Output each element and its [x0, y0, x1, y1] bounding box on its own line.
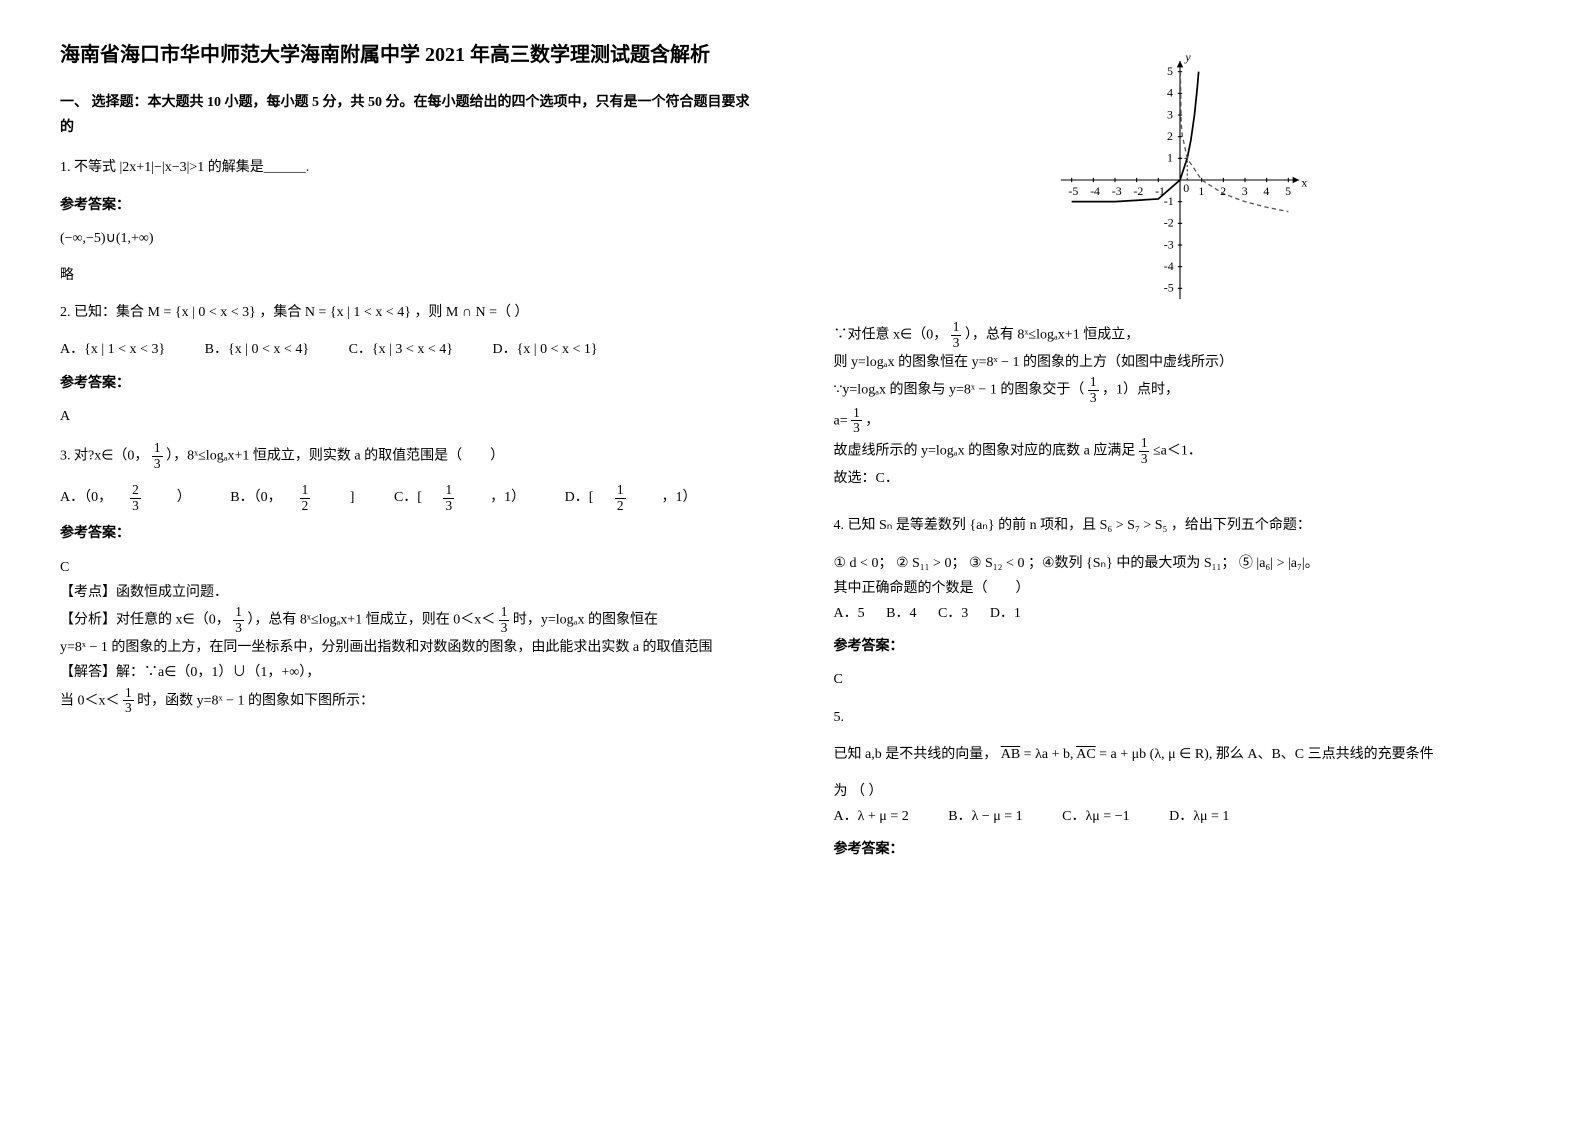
q4-options: A．5 B．4 C．3 D．1 [834, 601, 1528, 626]
q3-answer: C [60, 555, 754, 580]
svg-text:-3: -3 [1164, 237, 1174, 251]
q3-post: ），8ˣ≤logₐx+1 恒成立，则实数 a 的取值范围是（ ） [166, 448, 504, 463]
q3-fenxi: 【分析】对任意的 x∈（0， 13 ），总有 8ˣ≤logₐx+1 恒成立，则在… [60, 605, 754, 635]
q3-opt-b: B．（0，12 ] [230, 490, 372, 505]
q1-stem-pre: 1. 不等式 [60, 160, 116, 175]
svg-text:x: x [1302, 176, 1308, 190]
svg-text:4: 4 [1264, 184, 1270, 198]
svg-text:y: y [1185, 50, 1192, 64]
q3-frac: 13 [152, 441, 163, 471]
q5-opt-a: A．λ + μ = 2 [834, 809, 927, 824]
q3-pre: 3. 对?x∈（0， [60, 448, 148, 463]
r-p2: 则 y=logₐx 的图象恒在 y=8ˣ − 1 的图象的上方（如图中虚线所示） [834, 350, 1528, 375]
r-p4: a= 13 ， [834, 406, 1528, 436]
svg-text:1: 1 [1199, 184, 1205, 198]
question-3: 3. 对?x∈（0， 13 ），8ˣ≤logₐx+1 恒成立，则实数 a 的取值… [60, 441, 754, 471]
q2-answer-label: 参考答案： [60, 371, 754, 396]
q5-line2: 为 （ ） [834, 779, 1528, 804]
q3-options: A．（0，23） B．（0，12 ] C．[ 13，1） D．[ 12，1） [60, 483, 754, 513]
question-1: 1. 不等式 |2x+1|−|x−3|>1 的解集是______. [60, 155, 754, 180]
q4-conds: ① d < 0； ② S₁₁ > 0； ③ S₁₂ < 0 ；④数列 {Sₙ} … [834, 551, 1528, 576]
r-p1: ∵对任意 x∈（0， 13 ），总有 8ˣ≤logₐx+1 恒成立， [834, 320, 1528, 350]
q1-stem-post: 的解集是______. [208, 160, 310, 175]
svg-text:-2: -2 [1134, 184, 1144, 198]
q1-answer: (−∞,−5)∪(1,+∞) [60, 226, 754, 251]
q4-question: 其中正确命题的个数是（ ） [834, 576, 1528, 601]
r-p3: ∵y=logₐx 的图象与 y=8ˣ − 1 的图象交于（ 13 ，1）点时， [834, 375, 1528, 405]
page-title: 海南省海口市华中师范大学海南附属中学 2021 年高三数学理测试题含解析 [60, 40, 754, 70]
svg-text:-4: -4 [1090, 184, 1100, 198]
q2-tail: ，则 M ∩ N =（ ） [414, 305, 528, 320]
q4-opt-a: A．5 [834, 606, 865, 621]
svg-text:-5: -5 [1069, 184, 1079, 198]
svg-text:-3: -3 [1112, 184, 1122, 198]
q3-opt-a: A．（0，23） [60, 490, 209, 505]
q1-expr: |2x+1|−|x−3|>1 [120, 160, 205, 175]
right-column: xy -5-4-3 -2-1 123 45 123 45 -1-2-3 -4-5… [834, 40, 1528, 870]
q2-n: N = {x | 1 < x < 4} [305, 305, 411, 320]
svg-text:3: 3 [1242, 184, 1248, 198]
q5-opt-d: D．λμ = 1 [1169, 809, 1247, 824]
svg-text:-2: -2 [1164, 216, 1174, 230]
question-5-num: 5. [834, 705, 1528, 730]
q5-options: A．λ + μ = 2 B．λ − μ = 1 C．λμ = −1 D．λμ =… [834, 804, 1528, 829]
svg-text:5: 5 [1285, 184, 1291, 198]
q3-opt-c: C．[ 13，1） [394, 490, 543, 505]
left-column: 海南省海口市华中师范大学海南附属中学 2021 年高三数学理测试题含解析 一、 … [60, 40, 754, 870]
q2-pre: 2. 已知：集合 [60, 305, 144, 320]
svg-text:-5: -5 [1164, 281, 1174, 295]
svg-text:-4: -4 [1164, 259, 1174, 273]
q3-answer-label: 参考答案： [60, 521, 754, 546]
question-4: 4. 已知 Sₙ 是等差数列 {aₙ} 的前 n 项和，且 S₆ > S₇ > … [834, 513, 1528, 538]
q1-answer-label: 参考答案： [60, 193, 754, 218]
q3-kaodian: 【考点】函数恒成立问题． [60, 580, 754, 605]
svg-text:-1: -1 [1164, 194, 1174, 208]
r-p6: 故选：C． [834, 466, 1528, 491]
q2-answer: A [60, 404, 754, 429]
q2-opt-a: A．{x | 1 < x < 3} [60, 342, 183, 357]
q5-opt-c: C．λμ = −1 [1062, 809, 1147, 824]
q2-mid: ，集合 [259, 305, 301, 320]
q2-m: M = {x | 0 < x < 3} [148, 305, 256, 320]
svg-text:0: 0 [1184, 181, 1190, 195]
q1-note: 略 [60, 263, 754, 288]
svg-text:5: 5 [1167, 64, 1173, 78]
q2-opt-c: C．{x | 3 < x < 4} [349, 342, 471, 357]
q2-options: A．{x | 1 < x < 3} B．{x | 0 < x < 4} C．{x… [60, 337, 754, 362]
q4-opt-b: B．4 [886, 606, 916, 621]
section-1-heading: 一、 选择题：本大题共 10 小题，每小题 5 分，共 50 分。在每小题给出的… [60, 90, 754, 140]
q5-opt-b: B．λ − μ = 1 [948, 809, 1040, 824]
function-graph: xy -5-4-3 -2-1 123 45 123 45 -1-2-3 -4-5… [1050, 50, 1310, 310]
svg-text:2: 2 [1167, 129, 1173, 143]
q2-opt-b: B．{x | 0 < x < 4} [205, 342, 327, 357]
q4-opt-d: D．1 [990, 606, 1021, 621]
q3-jieda-label: 【解答】解：∵a∈（0，1）∪（1，+∞）， [60, 660, 754, 685]
q3-fenxi-line2: y=8ˣ − 1 的图象的上方，在同一坐标系中，分别画出指数和对数函数的图象，由… [60, 635, 754, 660]
r-p5: 故虚线所示的 y=logₐx 的图象对应的底数 a 应满足 13 ≤a＜1． [834, 436, 1528, 466]
q2-opt-d: D．{x | 0 < x < 1} [492, 342, 615, 357]
question-2: 2. 已知：集合 M = {x | 0 < x < 3} ，集合 N = {x … [60, 300, 754, 325]
q5-answer-label: 参考答案： [834, 837, 1528, 862]
q4-answer: C [834, 667, 1528, 692]
q4-opt-c: C．3 [938, 606, 968, 621]
q3-opt-d: D．[ 12，1） [565, 490, 715, 505]
q4-answer-label: 参考答案： [834, 634, 1528, 659]
svg-text:3: 3 [1167, 107, 1173, 121]
question-5: 已知 a,b 是不共线的向量， AB = λa + b, AC = a + μb… [834, 742, 1528, 767]
svg-text:1: 1 [1167, 151, 1173, 165]
svg-text:4: 4 [1167, 86, 1173, 100]
svg-text:2: 2 [1220, 184, 1226, 198]
q3-jieda: 当 0＜x＜ 13 时，函数 y=8ˣ − 1 的图象如下图所示： [60, 686, 754, 716]
